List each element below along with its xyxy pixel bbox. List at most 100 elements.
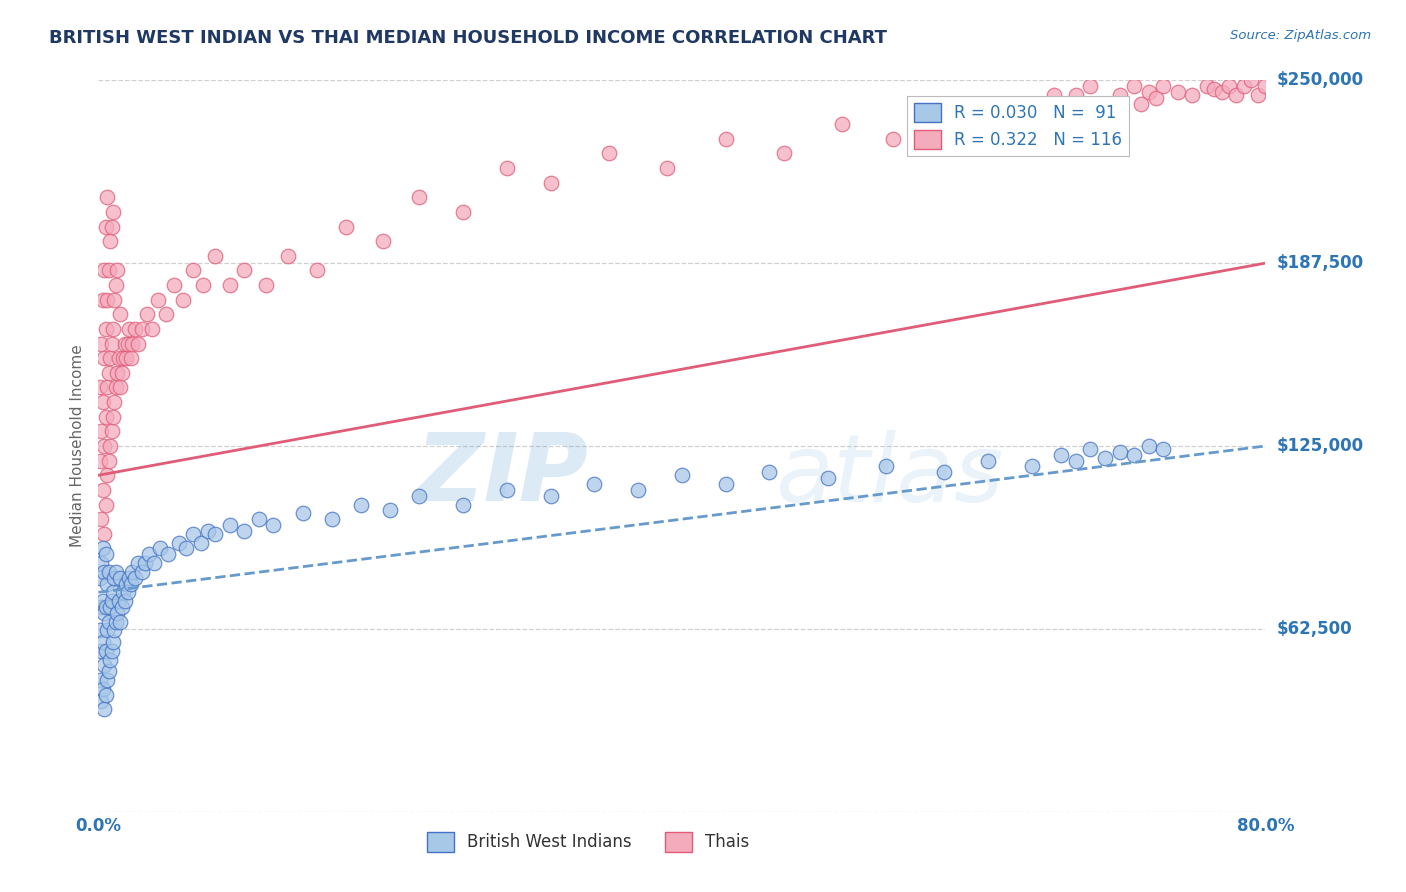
Point bbox=[93, 263, 115, 277]
Point bbox=[627, 483, 650, 497]
Point bbox=[105, 263, 128, 277]
Point bbox=[1247, 87, 1270, 102]
Point bbox=[657, 161, 679, 175]
Point bbox=[758, 466, 780, 480]
Point bbox=[149, 541, 172, 556]
Point bbox=[1064, 87, 1087, 102]
Point bbox=[714, 132, 737, 146]
Point bbox=[93, 565, 115, 579]
Point bbox=[1137, 439, 1160, 453]
Point bbox=[115, 576, 138, 591]
Point bbox=[408, 489, 430, 503]
Point bbox=[117, 336, 139, 351]
Point bbox=[110, 615, 132, 629]
Point bbox=[112, 351, 135, 366]
Point bbox=[89, 571, 111, 585]
Point bbox=[90, 336, 112, 351]
Point bbox=[451, 498, 474, 512]
Point bbox=[1123, 79, 1146, 94]
Point bbox=[100, 219, 122, 234]
Point bbox=[91, 293, 114, 307]
Point bbox=[93, 658, 115, 673]
Point bbox=[124, 322, 146, 336]
Point bbox=[1341, 79, 1364, 94]
Point bbox=[100, 594, 122, 608]
Point bbox=[98, 439, 121, 453]
Point bbox=[91, 635, 114, 649]
Point bbox=[97, 665, 120, 679]
Point bbox=[1137, 85, 1160, 99]
Point bbox=[197, 524, 219, 538]
Point bbox=[817, 471, 839, 485]
Point bbox=[1144, 91, 1167, 105]
Point bbox=[110, 380, 132, 394]
Point bbox=[1277, 79, 1299, 94]
Point bbox=[90, 599, 112, 614]
Text: ZIP: ZIP bbox=[416, 429, 589, 521]
Point bbox=[1080, 442, 1102, 456]
Point bbox=[1305, 73, 1327, 87]
Point bbox=[998, 117, 1021, 131]
Point bbox=[163, 278, 186, 293]
Point bbox=[91, 483, 114, 497]
Point bbox=[1195, 79, 1218, 94]
Point bbox=[1043, 87, 1066, 102]
Point bbox=[307, 263, 329, 277]
Point bbox=[108, 594, 131, 608]
Point bbox=[94, 498, 117, 512]
Point bbox=[118, 322, 141, 336]
Point bbox=[408, 190, 430, 204]
Point bbox=[121, 565, 143, 579]
Point bbox=[131, 565, 153, 579]
Text: $187,500: $187,500 bbox=[1277, 254, 1364, 272]
Point bbox=[91, 594, 114, 608]
Point bbox=[89, 673, 111, 687]
Point bbox=[1320, 79, 1343, 94]
Text: $250,000: $250,000 bbox=[1277, 71, 1364, 89]
Point bbox=[1021, 103, 1043, 117]
Point bbox=[97, 615, 120, 629]
Point bbox=[262, 518, 284, 533]
Point bbox=[1152, 442, 1174, 456]
Point bbox=[1334, 87, 1357, 102]
Point bbox=[97, 565, 120, 579]
Point bbox=[233, 524, 256, 538]
Point bbox=[94, 547, 117, 561]
Point bbox=[114, 336, 136, 351]
Point bbox=[98, 652, 121, 666]
Point bbox=[831, 117, 853, 131]
Point bbox=[112, 585, 135, 599]
Point bbox=[101, 635, 124, 649]
Point bbox=[1108, 445, 1130, 459]
Point bbox=[1123, 448, 1146, 462]
Point bbox=[108, 351, 131, 366]
Point bbox=[204, 526, 226, 541]
Point bbox=[1167, 85, 1189, 99]
Point bbox=[101, 322, 124, 336]
Point bbox=[104, 278, 127, 293]
Point bbox=[89, 380, 111, 394]
Point bbox=[121, 336, 143, 351]
Point bbox=[1204, 82, 1226, 96]
Text: BRITISH WEST INDIAN VS THAI MEDIAN HOUSEHOLD INCOME CORRELATION CHART: BRITISH WEST INDIAN VS THAI MEDIAN HOUSE… bbox=[49, 29, 887, 46]
Point bbox=[101, 409, 124, 424]
Point bbox=[1240, 73, 1263, 87]
Point bbox=[98, 351, 121, 366]
Text: $62,500: $62,500 bbox=[1277, 620, 1353, 638]
Point bbox=[204, 249, 226, 263]
Point bbox=[104, 615, 127, 629]
Point bbox=[94, 599, 117, 614]
Point bbox=[934, 466, 956, 480]
Point bbox=[105, 606, 128, 620]
Point bbox=[96, 673, 118, 687]
Point bbox=[540, 489, 562, 503]
Point bbox=[97, 453, 120, 467]
Point bbox=[371, 234, 394, 248]
Point bbox=[970, 103, 993, 117]
Point bbox=[103, 293, 125, 307]
Point bbox=[181, 526, 204, 541]
Point bbox=[138, 547, 160, 561]
Point bbox=[1211, 85, 1233, 99]
Point bbox=[127, 336, 149, 351]
Point bbox=[1021, 459, 1043, 474]
